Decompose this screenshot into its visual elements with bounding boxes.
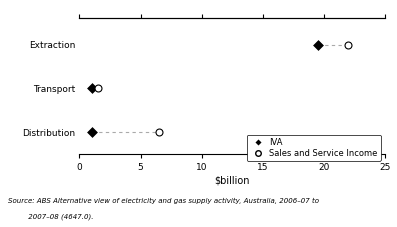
Point (89, 87, 95, 90)
X-axis label: $billion: $billion (214, 175, 250, 185)
Legend: IVA, Sales and Service Income: IVA, Sales and Service Income (247, 135, 381, 161)
Point (315, 43, 321, 46)
Point (345, 43, 352, 46)
Point (94, 87, 101, 90)
Point (156, 131, 162, 134)
Text: 2007–08 (4647.0).: 2007–08 (4647.0). (8, 214, 93, 220)
Text: Source: ABS Alternative view of electricity and gas supply activity, Australia, : Source: ABS Alternative view of electric… (8, 198, 319, 204)
Point (89, 131, 95, 134)
